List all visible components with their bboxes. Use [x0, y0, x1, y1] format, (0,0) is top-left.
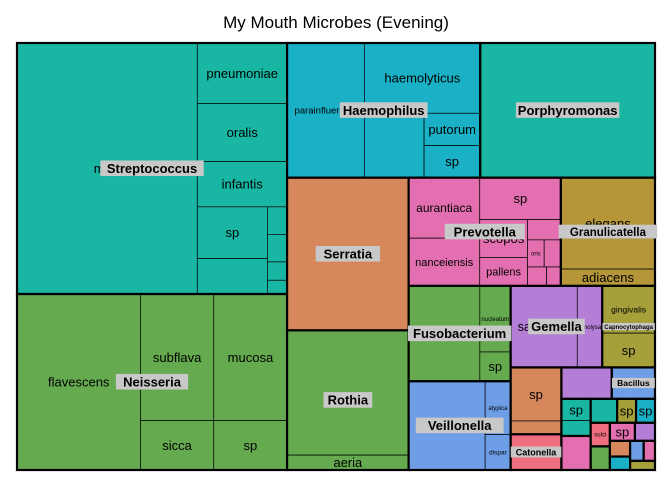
species-label: haemolysans [572, 325, 607, 331]
group-label-bg [602, 322, 655, 331]
group-label-veillonella: Veillonella [428, 418, 492, 433]
tile-prevotella-unnamed [527, 219, 562, 241]
species-label: sp [569, 402, 583, 417]
species-label: pallens [486, 267, 521, 279]
tile-haemophilus-haemolyticus [364, 42, 481, 114]
group-label-bg [528, 318, 585, 335]
group-label-prevotella: Prevotella [454, 224, 517, 239]
species-label: sp [622, 343, 636, 358]
species-label: flavescens [48, 375, 110, 390]
group-label-bg [612, 377, 655, 389]
group-label-gemella: Gemella [531, 319, 582, 334]
tile-unnamed-unnamed [590, 398, 618, 424]
group-label-bg [100, 160, 204, 177]
tile-neisseria-sp [213, 420, 288, 471]
tile-streptococcus-infantis [196, 161, 288, 208]
tile-unnamed-unnamed [629, 460, 656, 471]
species-label: sp [620, 403, 634, 418]
species-label: nanceiensis [415, 257, 474, 269]
group-label-bg [444, 223, 525, 240]
tile-prevotella-nanceiensis [408, 237, 481, 287]
group-label-bg [510, 446, 562, 458]
group-label-bg [339, 102, 428, 118]
group-label-granulicatella: Granulicatella [570, 227, 647, 239]
species-label: infantis [222, 177, 264, 192]
tile-haemophilus-unnamed [364, 112, 425, 179]
tile-streptococcus-unnamed [196, 258, 268, 295]
chart-title: My Mouth Microbes (Evening) [223, 13, 449, 32]
species-label: pneumoniae [206, 66, 278, 81]
tile-unnamed-unnamed [609, 456, 631, 471]
tile-streptococcus-unnamed [267, 261, 288, 281]
species-label: sp [529, 387, 543, 402]
tile-unnamed-unnamed [629, 440, 645, 462]
group-label-bg [115, 373, 189, 390]
tile-unnamed-unnamed [609, 440, 631, 457]
tile-haemophilus-putorum [423, 112, 481, 146]
species-label: parainfluenzae [295, 106, 357, 117]
tile-streptococcus-unnamed [267, 234, 288, 263]
tile-unnamed-unnamed [634, 422, 656, 442]
species-label: sp [639, 403, 653, 418]
species-label: atypica [488, 406, 508, 412]
group-label-capnocytophaga: Capnocytophaga [604, 325, 653, 331]
tile-unnamed-unnamed [561, 435, 592, 471]
species-label: sp [513, 191, 527, 206]
tile-prevotella-unnamed [546, 266, 562, 287]
tile-prevotella-unnamed [543, 239, 562, 268]
group-label-serratia: Serratia [324, 247, 373, 262]
tile-streptococcus-oralis [196, 103, 288, 162]
group-label-porphyromonas: Porphyromonas [518, 103, 618, 118]
group-label-bg [323, 392, 373, 408]
tile-unnamed-unnamed [510, 420, 562, 435]
species-label: sp [616, 424, 630, 439]
group-unnamed-border [629, 459, 657, 472]
tile-unnamed-unnamed [643, 440, 656, 462]
species-label: nucleatum [481, 317, 509, 323]
tile-fusobacterium-sp [479, 351, 512, 382]
species-label: putorum [428, 122, 476, 137]
species-label: mucosa [228, 350, 274, 365]
group-label-bg [315, 245, 381, 262]
tile-unnamed-unnamed [561, 367, 613, 400]
species-label: aeria [334, 455, 363, 470]
species-label: oris [531, 252, 541, 258]
tile-streptococcus-unnamed [267, 206, 288, 235]
group-label-bg [558, 224, 658, 239]
group-label-rothia: Rothia [328, 393, 369, 408]
tile-neisseria-sicca [140, 420, 215, 471]
species-label: subflava [153, 350, 202, 365]
group-label-streptococcus: Streptococcus [107, 161, 197, 176]
tile-veillonella-dispar [484, 434, 512, 471]
tile-streptococcus-sp [196, 206, 268, 259]
group-label-bg [515, 102, 620, 118]
tile-unnamed-unnamed [590, 446, 611, 471]
group-label-bacillus: Bacillus [617, 378, 650, 388]
species-label: oralis [227, 125, 259, 140]
species-label: sulci [594, 433, 606, 439]
group-label-neisseria: Neisseria [123, 375, 182, 390]
species-label: sp [445, 154, 459, 169]
group-label-fusobacterium: Fusobacterium [413, 326, 506, 341]
species-label: aurantiaca [416, 201, 472, 215]
group-label-haemophilus: Haemophilus [343, 103, 425, 118]
group-label-catonella: Catonella [516, 447, 558, 457]
tile-haemophilus-sp [423, 145, 481, 179]
tile-neisseria-subflava [140, 293, 215, 421]
species-label: sp [488, 359, 502, 374]
species-label: haemolyticus [384, 71, 460, 86]
tile-streptococcus-unnamed [267, 279, 288, 295]
species-label: sp [244, 438, 258, 453]
tile-prevotella-unnamed [527, 266, 547, 287]
species-label: gingivalis [611, 304, 646, 314]
species-label: adiacens [582, 270, 635, 285]
species-label: sicca [162, 438, 192, 453]
species-label: sp [225, 225, 239, 240]
tile-unnamed-unnamed [561, 420, 592, 437]
group-label-bg [415, 417, 504, 434]
group-label-bg [407, 325, 512, 342]
species-label: dispar [489, 450, 508, 457]
